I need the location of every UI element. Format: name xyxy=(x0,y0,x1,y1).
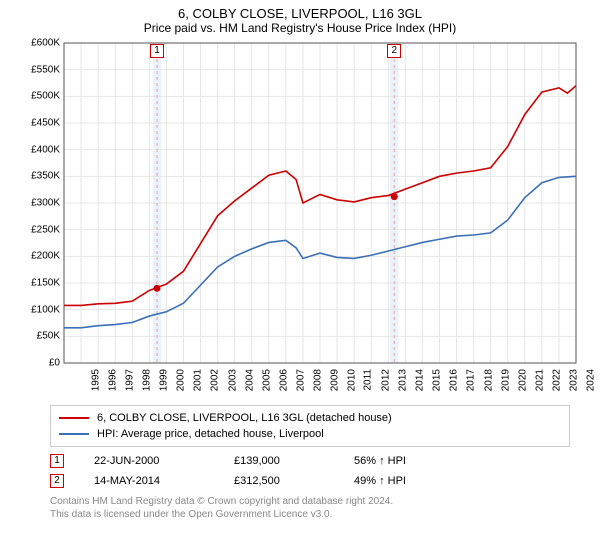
x-tick-label: 2021 xyxy=(534,365,546,391)
y-tick-label: £300K xyxy=(20,198,60,209)
x-tick-label: 2013 xyxy=(397,365,409,391)
x-tick-label: 2023 xyxy=(568,365,580,391)
chart-marker: 2 xyxy=(387,44,401,58)
y-tick-label: £100K xyxy=(20,304,60,315)
y-tick-label: £50K xyxy=(20,331,60,342)
footer-attribution: Contains HM Land Registry data © Crown c… xyxy=(50,495,570,521)
transaction-delta: 56% ↑ HPI xyxy=(354,455,406,467)
y-tick-label: £500K xyxy=(20,91,60,102)
x-tick-label: 1995 xyxy=(90,365,102,391)
transaction-marker: 1 xyxy=(50,454,64,468)
x-tick-label: 2006 xyxy=(278,365,290,391)
transaction-price: £312,500 xyxy=(234,475,324,487)
transaction-date: 22-JUN-2000 xyxy=(94,455,204,467)
y-tick-label: £600K xyxy=(20,38,60,49)
transaction-table: 1 22-JUN-2000 £139,000 56% ↑ HPI 2 14-MAY-201… xyxy=(50,451,570,491)
x-tick-label: 2017 xyxy=(466,365,478,391)
x-tick-label: 2019 xyxy=(500,365,512,391)
transaction-price: £139,000 xyxy=(234,455,324,467)
price-chart: £0 £50K £100K £150K £200K £250K £300K £350K £400… xyxy=(20,39,580,399)
footer-line: This data is licensed under the Open Gov… xyxy=(50,508,570,521)
x-tick-label: 2016 xyxy=(449,365,461,391)
x-tick-label: 2004 xyxy=(244,365,256,391)
chart-marker: 1 xyxy=(150,44,164,58)
x-tick-label: 2007 xyxy=(295,365,307,391)
x-tick-label: 2005 xyxy=(261,365,273,391)
transaction-row: 2 14-MAY-2014 £312,500 49% ↑ HPI xyxy=(50,471,570,491)
x-tick-label: 2002 xyxy=(210,365,222,391)
footer-line: Contains HM Land Registry data © Crown c… xyxy=(50,495,570,508)
x-tick-label: 2018 xyxy=(483,365,495,391)
legend-item: HPI: Average price, detached house, Live… xyxy=(59,426,561,442)
page-subtitle: Price paid vs. HM Land Registry's House … xyxy=(10,21,590,35)
transaction-marker: 2 xyxy=(50,474,64,488)
transaction-delta: 49% ↑ HPI xyxy=(354,475,406,487)
x-tick-label: 2000 xyxy=(176,365,188,391)
y-tick-label: £0 xyxy=(20,358,60,369)
y-tick-label: £350K xyxy=(20,171,60,182)
y-tick-label: £200K xyxy=(20,251,60,262)
legend: 6, COLBY CLOSE, LIVERPOOL, L16 3GL (deta… xyxy=(50,405,570,447)
x-tick-label: 2012 xyxy=(380,365,392,391)
legend-swatch xyxy=(59,433,89,435)
x-tick-label: 2003 xyxy=(227,365,239,391)
x-tick-label: 1997 xyxy=(124,365,136,391)
legend-item: 6, COLBY CLOSE, LIVERPOOL, L16 3GL (deta… xyxy=(59,410,561,426)
x-tick-label: 1996 xyxy=(107,365,119,391)
x-tick-label: 2022 xyxy=(551,365,563,391)
x-tick-label: 2009 xyxy=(329,365,341,391)
x-tick-label: 2011 xyxy=(363,365,375,391)
y-tick-label: £550K xyxy=(20,64,60,75)
legend-label: HPI: Average price, detached house, Live… xyxy=(97,428,324,440)
transaction-date: 14-MAY-2014 xyxy=(94,475,204,487)
transaction-row: 1 22-JUN-2000 £139,000 56% ↑ HPI xyxy=(50,451,570,471)
x-tick-label: 2014 xyxy=(415,365,427,391)
x-tick-label: 1999 xyxy=(159,365,171,391)
x-tick-label: 2001 xyxy=(193,365,205,391)
x-tick-label: 2024 xyxy=(585,365,597,391)
y-tick-label: £150K xyxy=(20,278,60,289)
x-tick-label: 2008 xyxy=(312,365,324,391)
legend-swatch xyxy=(59,417,89,419)
x-tick-label: 2015 xyxy=(432,365,444,391)
y-tick-label: £450K xyxy=(20,118,60,129)
y-tick-label: £250K xyxy=(20,224,60,235)
x-tick-label: 2020 xyxy=(517,365,529,391)
y-tick-label: £400K xyxy=(20,144,60,155)
x-tick-label: 2010 xyxy=(346,365,358,391)
legend-label: 6, COLBY CLOSE, LIVERPOOL, L16 3GL (deta… xyxy=(97,412,392,424)
page-title: 6, COLBY CLOSE, LIVERPOOL, L16 3GL xyxy=(10,6,590,21)
x-tick-label: 1998 xyxy=(141,365,153,391)
